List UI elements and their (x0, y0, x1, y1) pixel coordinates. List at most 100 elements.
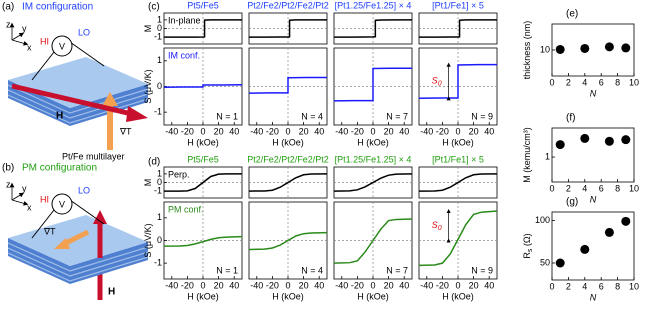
panel-label: (d) (148, 157, 160, 168)
panel-label: (g) (566, 197, 578, 208)
x-axis-label: H (kOe) (272, 137, 304, 147)
data-line (419, 19, 497, 38)
panel-label: (f) (566, 113, 575, 124)
x-tick-label: 40 (229, 126, 239, 136)
column-title: [Pt1/Fe1] × 5 (432, 0, 484, 10)
x-tick-label: 20 (384, 126, 394, 136)
plot-frame (551, 211, 635, 281)
y-axis-label-text: thickness (nm) (522, 21, 532, 80)
y-tick-label: 0 (157, 177, 162, 187)
data-point (580, 133, 590, 143)
voltmeter-label: V (59, 41, 65, 51)
x-tick-label: 20 (299, 126, 309, 136)
x-axis-label: N (590, 88, 597, 98)
column-title: Pt5/Fe5 (187, 0, 219, 10)
x-tick-label: 40 (484, 126, 494, 136)
axis-arrow (11, 192, 25, 201)
annotation: S0 (432, 220, 442, 231)
annotation-sub: 0 (438, 225, 442, 232)
axis-arrow (11, 39, 29, 46)
x-tick-label: 20 (299, 280, 309, 290)
field-label: H (108, 287, 115, 298)
column-title: [Pt1.25/Fe1.25] × 4 (335, 154, 412, 164)
plot-note: IM conf. (168, 50, 200, 60)
data-point (555, 258, 565, 268)
data-line (248, 173, 328, 192)
x-tick-label: 10 (629, 183, 639, 193)
x-tick-label: 0 (200, 280, 205, 290)
x-tick-label: 0 (455, 280, 460, 290)
panel-label: (c) (148, 2, 160, 13)
x-tick-label: 40 (399, 280, 409, 290)
y-axis-label-text: M (143, 25, 153, 33)
layer-stripes (7, 242, 149, 282)
data-point (604, 136, 614, 146)
data-point (555, 140, 565, 150)
gradient-arrowhead (102, 92, 118, 106)
x-tick-label: -40 (165, 126, 178, 136)
field-arrow (11, 83, 133, 117)
x-axis-label: H (kOe) (187, 137, 219, 147)
data-point (621, 135, 631, 145)
wire (31, 41, 105, 81)
y-axis-label: M (143, 179, 153, 187)
field-arrowhead (126, 106, 148, 122)
column-title: [Pt1.25/Fe1.25] × 4 (335, 0, 412, 10)
plot-note: N = 7 (386, 111, 408, 121)
data-line (333, 67, 412, 102)
x-tick-label: -20 (436, 126, 449, 136)
panel-label: (e) (566, 9, 578, 20)
x-tick-label: 0 (549, 281, 554, 291)
x-tick-label: -20 (266, 126, 279, 136)
column-title: [Pt1/Fe1] × 5 (432, 154, 484, 164)
x-tick-label: 10 (629, 77, 639, 87)
x-axis-label: H (kOe) (357, 137, 389, 147)
axis-name: x (27, 42, 32, 52)
x-tick-label: -40 (250, 126, 263, 136)
x-tick-label: 6 (599, 183, 604, 193)
x-tick-label: 0 (549, 77, 554, 87)
data-line (163, 235, 243, 247)
field-label: H (56, 111, 63, 122)
plot-frame (551, 127, 635, 183)
annotation: S0 (432, 76, 442, 87)
x-tick-label: 8 (615, 281, 620, 291)
x-tick-label: 0 (455, 126, 460, 136)
axis-name: z (6, 179, 11, 189)
x-tick-label: -40 (420, 280, 433, 290)
column-title: Pt5/Fe5 (187, 154, 219, 164)
layer-stripes (7, 84, 149, 124)
data-line (418, 173, 498, 192)
x-axis-label: N (590, 194, 597, 204)
x-axis-label: H (kOe) (357, 291, 389, 301)
y-axis-label-text: M (143, 179, 153, 187)
gradient-label: ∇T (119, 126, 132, 136)
data-point (555, 44, 565, 54)
lo-label: LO (78, 185, 90, 195)
data-line (418, 210, 498, 267)
y-tick-label: 0 (157, 81, 162, 91)
voltmeter-label: V (59, 199, 65, 209)
x-tick-label: -20 (181, 126, 194, 136)
data-line (334, 19, 412, 38)
y-axis-label-text: S (μV/K) (143, 223, 153, 257)
x-tick-label: -40 (335, 126, 348, 136)
y-axis-label-text: R (522, 252, 532, 259)
data-line (333, 218, 413, 264)
voltmeter (51, 35, 73, 57)
y-tick-label: 0 (157, 235, 162, 245)
data-point (604, 227, 614, 237)
x-tick-label: 20 (469, 280, 479, 290)
lo-label: LO (78, 27, 90, 37)
x-tick-label: 20 (214, 126, 224, 136)
data-point (621, 216, 631, 226)
x-tick-label: -40 (250, 280, 263, 290)
y-tick-label: -1 (154, 107, 162, 117)
plot-note: Perp. (168, 169, 190, 179)
hi-label: HI (40, 194, 49, 204)
x-tick-label: 0 (200, 126, 205, 136)
x-tick-label: 0 (285, 126, 290, 136)
annotation-text: S (432, 76, 438, 86)
axis-arrow (11, 32, 25, 41)
